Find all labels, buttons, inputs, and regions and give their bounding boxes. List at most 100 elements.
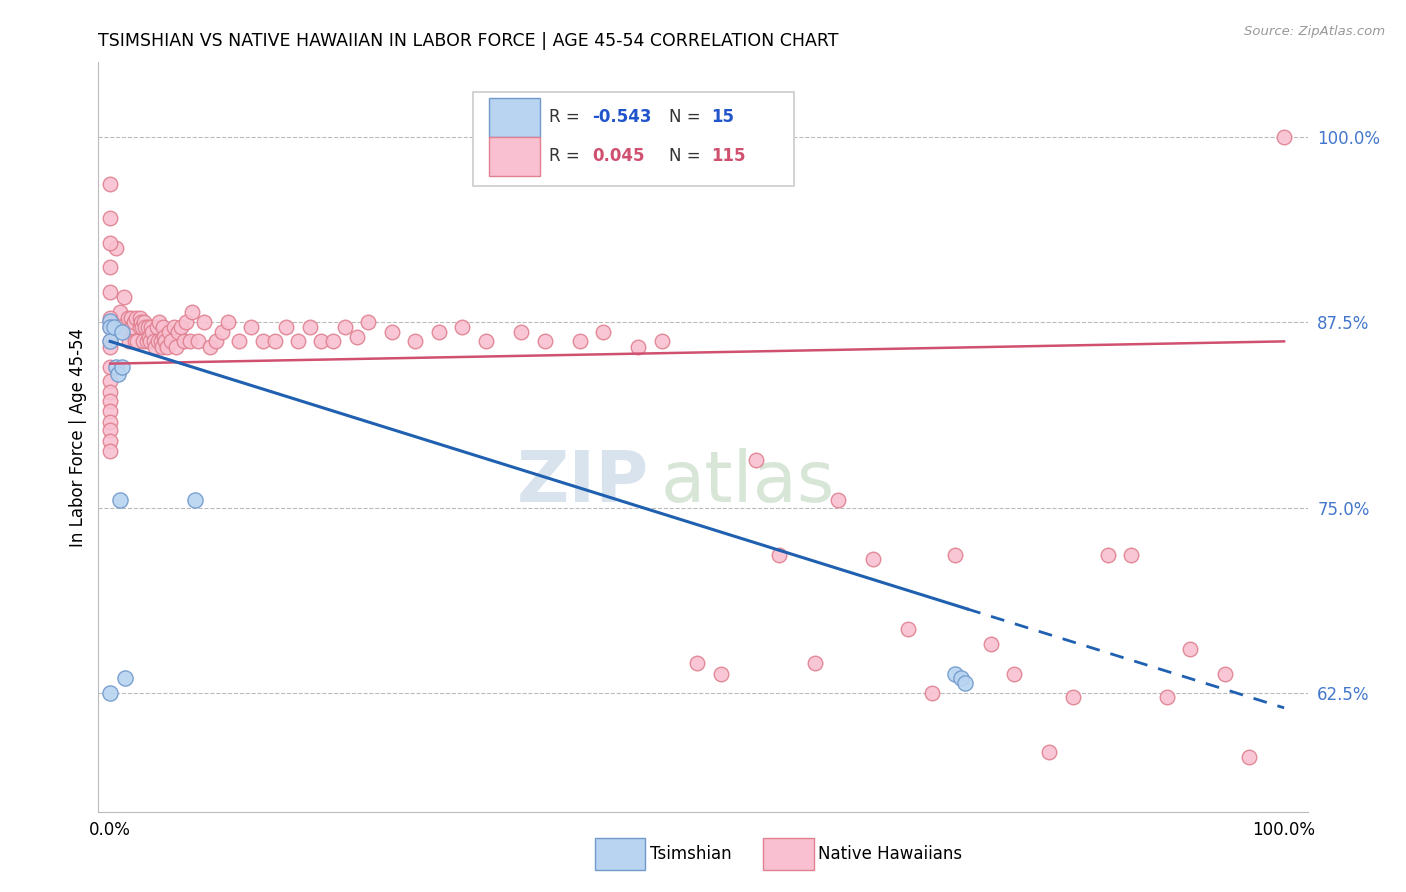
Point — [98, 260, 121, 275]
Point — [228, 334, 250, 349]
Point — [98, 319, 121, 334]
Y-axis label: In Labor Force | Age 45-54: In Labor Force | Age 45-54 — [69, 327, 87, 547]
Point — [118, 334, 141, 349]
Point — [98, 404, 121, 418]
Point — [141, 319, 163, 334]
Point — [155, 340, 177, 354]
Point — [287, 334, 309, 349]
Point — [146, 319, 169, 334]
Point — [98, 424, 121, 438]
Point — [357, 315, 380, 329]
Point — [162, 319, 184, 334]
Point — [510, 326, 533, 340]
Point — [176, 315, 198, 329]
Text: ZIP: ZIP — [516, 448, 648, 516]
Point — [803, 657, 825, 671]
Point — [143, 340, 166, 354]
Point — [152, 319, 174, 334]
Point — [263, 334, 285, 349]
Point — [311, 334, 333, 349]
Point — [346, 330, 368, 344]
Point — [862, 552, 884, 566]
Point — [252, 334, 274, 349]
Point — [651, 334, 673, 349]
Point — [98, 434, 121, 448]
Point — [122, 315, 145, 329]
Point — [114, 671, 136, 685]
Point — [98, 236, 121, 251]
Point — [333, 319, 356, 334]
Point — [153, 330, 176, 344]
Point — [322, 334, 344, 349]
Point — [404, 334, 426, 349]
Point — [98, 444, 121, 458]
Point — [105, 359, 128, 374]
Point — [980, 637, 1002, 651]
Point — [98, 393, 121, 408]
Point — [98, 334, 121, 349]
Point — [533, 334, 555, 349]
Point — [167, 326, 190, 340]
Text: Native Hawaiians: Native Hawaiians — [818, 845, 963, 863]
Point — [950, 671, 973, 685]
Point — [217, 315, 239, 329]
Point — [150, 340, 173, 354]
Text: 0.045: 0.045 — [592, 147, 644, 165]
Point — [1180, 641, 1202, 656]
Point — [108, 304, 131, 318]
Point — [98, 334, 121, 349]
Point — [125, 310, 148, 325]
Point — [148, 315, 170, 329]
Point — [124, 334, 146, 349]
Point — [1237, 749, 1260, 764]
Point — [475, 334, 498, 349]
Point — [132, 334, 155, 349]
Point — [98, 177, 121, 191]
Point — [1121, 548, 1143, 562]
Point — [129, 315, 152, 329]
Point — [198, 340, 221, 354]
Text: -0.543: -0.543 — [592, 108, 651, 126]
Point — [108, 493, 131, 508]
Point — [111, 319, 134, 334]
Point — [710, 666, 733, 681]
Point — [117, 310, 139, 325]
Point — [134, 319, 156, 334]
Text: Tsimshian: Tsimshian — [650, 845, 731, 863]
Point — [204, 334, 226, 349]
Point — [131, 319, 153, 334]
Text: Source: ZipAtlas.com: Source: ZipAtlas.com — [1244, 25, 1385, 38]
Point — [98, 313, 121, 327]
Point — [211, 326, 233, 340]
Point — [98, 319, 121, 334]
Point — [105, 241, 128, 255]
Point — [157, 326, 180, 340]
Point — [98, 375, 121, 389]
Point — [427, 326, 450, 340]
Text: atlas: atlas — [661, 448, 835, 516]
Point — [98, 315, 121, 329]
Point — [169, 319, 191, 334]
Point — [98, 285, 121, 300]
Point — [193, 315, 215, 329]
Point — [451, 319, 474, 334]
Point — [111, 326, 134, 340]
Text: N =: N = — [669, 108, 706, 126]
Point — [568, 334, 591, 349]
Point — [160, 334, 183, 349]
Point — [111, 359, 134, 374]
Point — [953, 675, 976, 690]
Point — [768, 548, 790, 562]
Text: N =: N = — [669, 147, 706, 165]
Point — [298, 319, 321, 334]
Point — [1097, 548, 1119, 562]
FancyBboxPatch shape — [474, 93, 793, 186]
Point — [592, 326, 614, 340]
Point — [128, 310, 150, 325]
Point — [1002, 666, 1025, 681]
Point — [1038, 745, 1060, 759]
Point — [148, 334, 170, 349]
Text: R =: R = — [550, 147, 585, 165]
Point — [98, 359, 121, 374]
Point — [127, 334, 149, 349]
